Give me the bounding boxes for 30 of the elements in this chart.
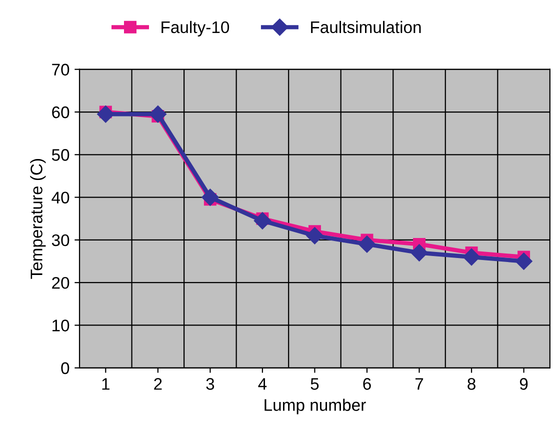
y-tick-label: 0 — [61, 362, 70, 374]
y-tick-label: 20 — [52, 276, 70, 289]
point — [202, 188, 219, 206]
point — [97, 106, 114, 123]
point — [410, 244, 428, 262]
point — [306, 227, 324, 244]
x-tick-label: 3 — [206, 378, 214, 390]
x-tick-label: 2 — [154, 378, 162, 390]
x-tick-label: 6 — [363, 378, 371, 390]
y-tick-label: 60 — [52, 106, 70, 118]
point — [462, 248, 480, 266]
x-tick-label: 8 — [468, 378, 476, 390]
x-tick-label: 4 — [258, 378, 267, 390]
x-tick-label: 9 — [520, 378, 528, 390]
y-tick-label: 10 — [52, 320, 70, 332]
point — [515, 252, 532, 270]
y-tick-label: 70 — [52, 64, 70, 76]
x-tick-label: 7 — [415, 378, 424, 390]
y-tick-label: 30 — [52, 234, 70, 246]
point — [149, 106, 166, 123]
legend-label: Faulty-10 — [162, 20, 230, 36]
x-tick-label: 1 — [102, 378, 110, 390]
y-axis-title: Temperature (C) — [30, 158, 46, 279]
legend-label: Faultsimulation — [311, 20, 421, 34]
y-tick-label: 40 — [52, 192, 70, 204]
x-tick-label: 5 — [310, 378, 319, 390]
x-axis-title: Lump number — [264, 398, 366, 414]
y-tick-label: 50 — [52, 149, 70, 161]
point — [358, 236, 376, 253]
point — [254, 212, 272, 230]
